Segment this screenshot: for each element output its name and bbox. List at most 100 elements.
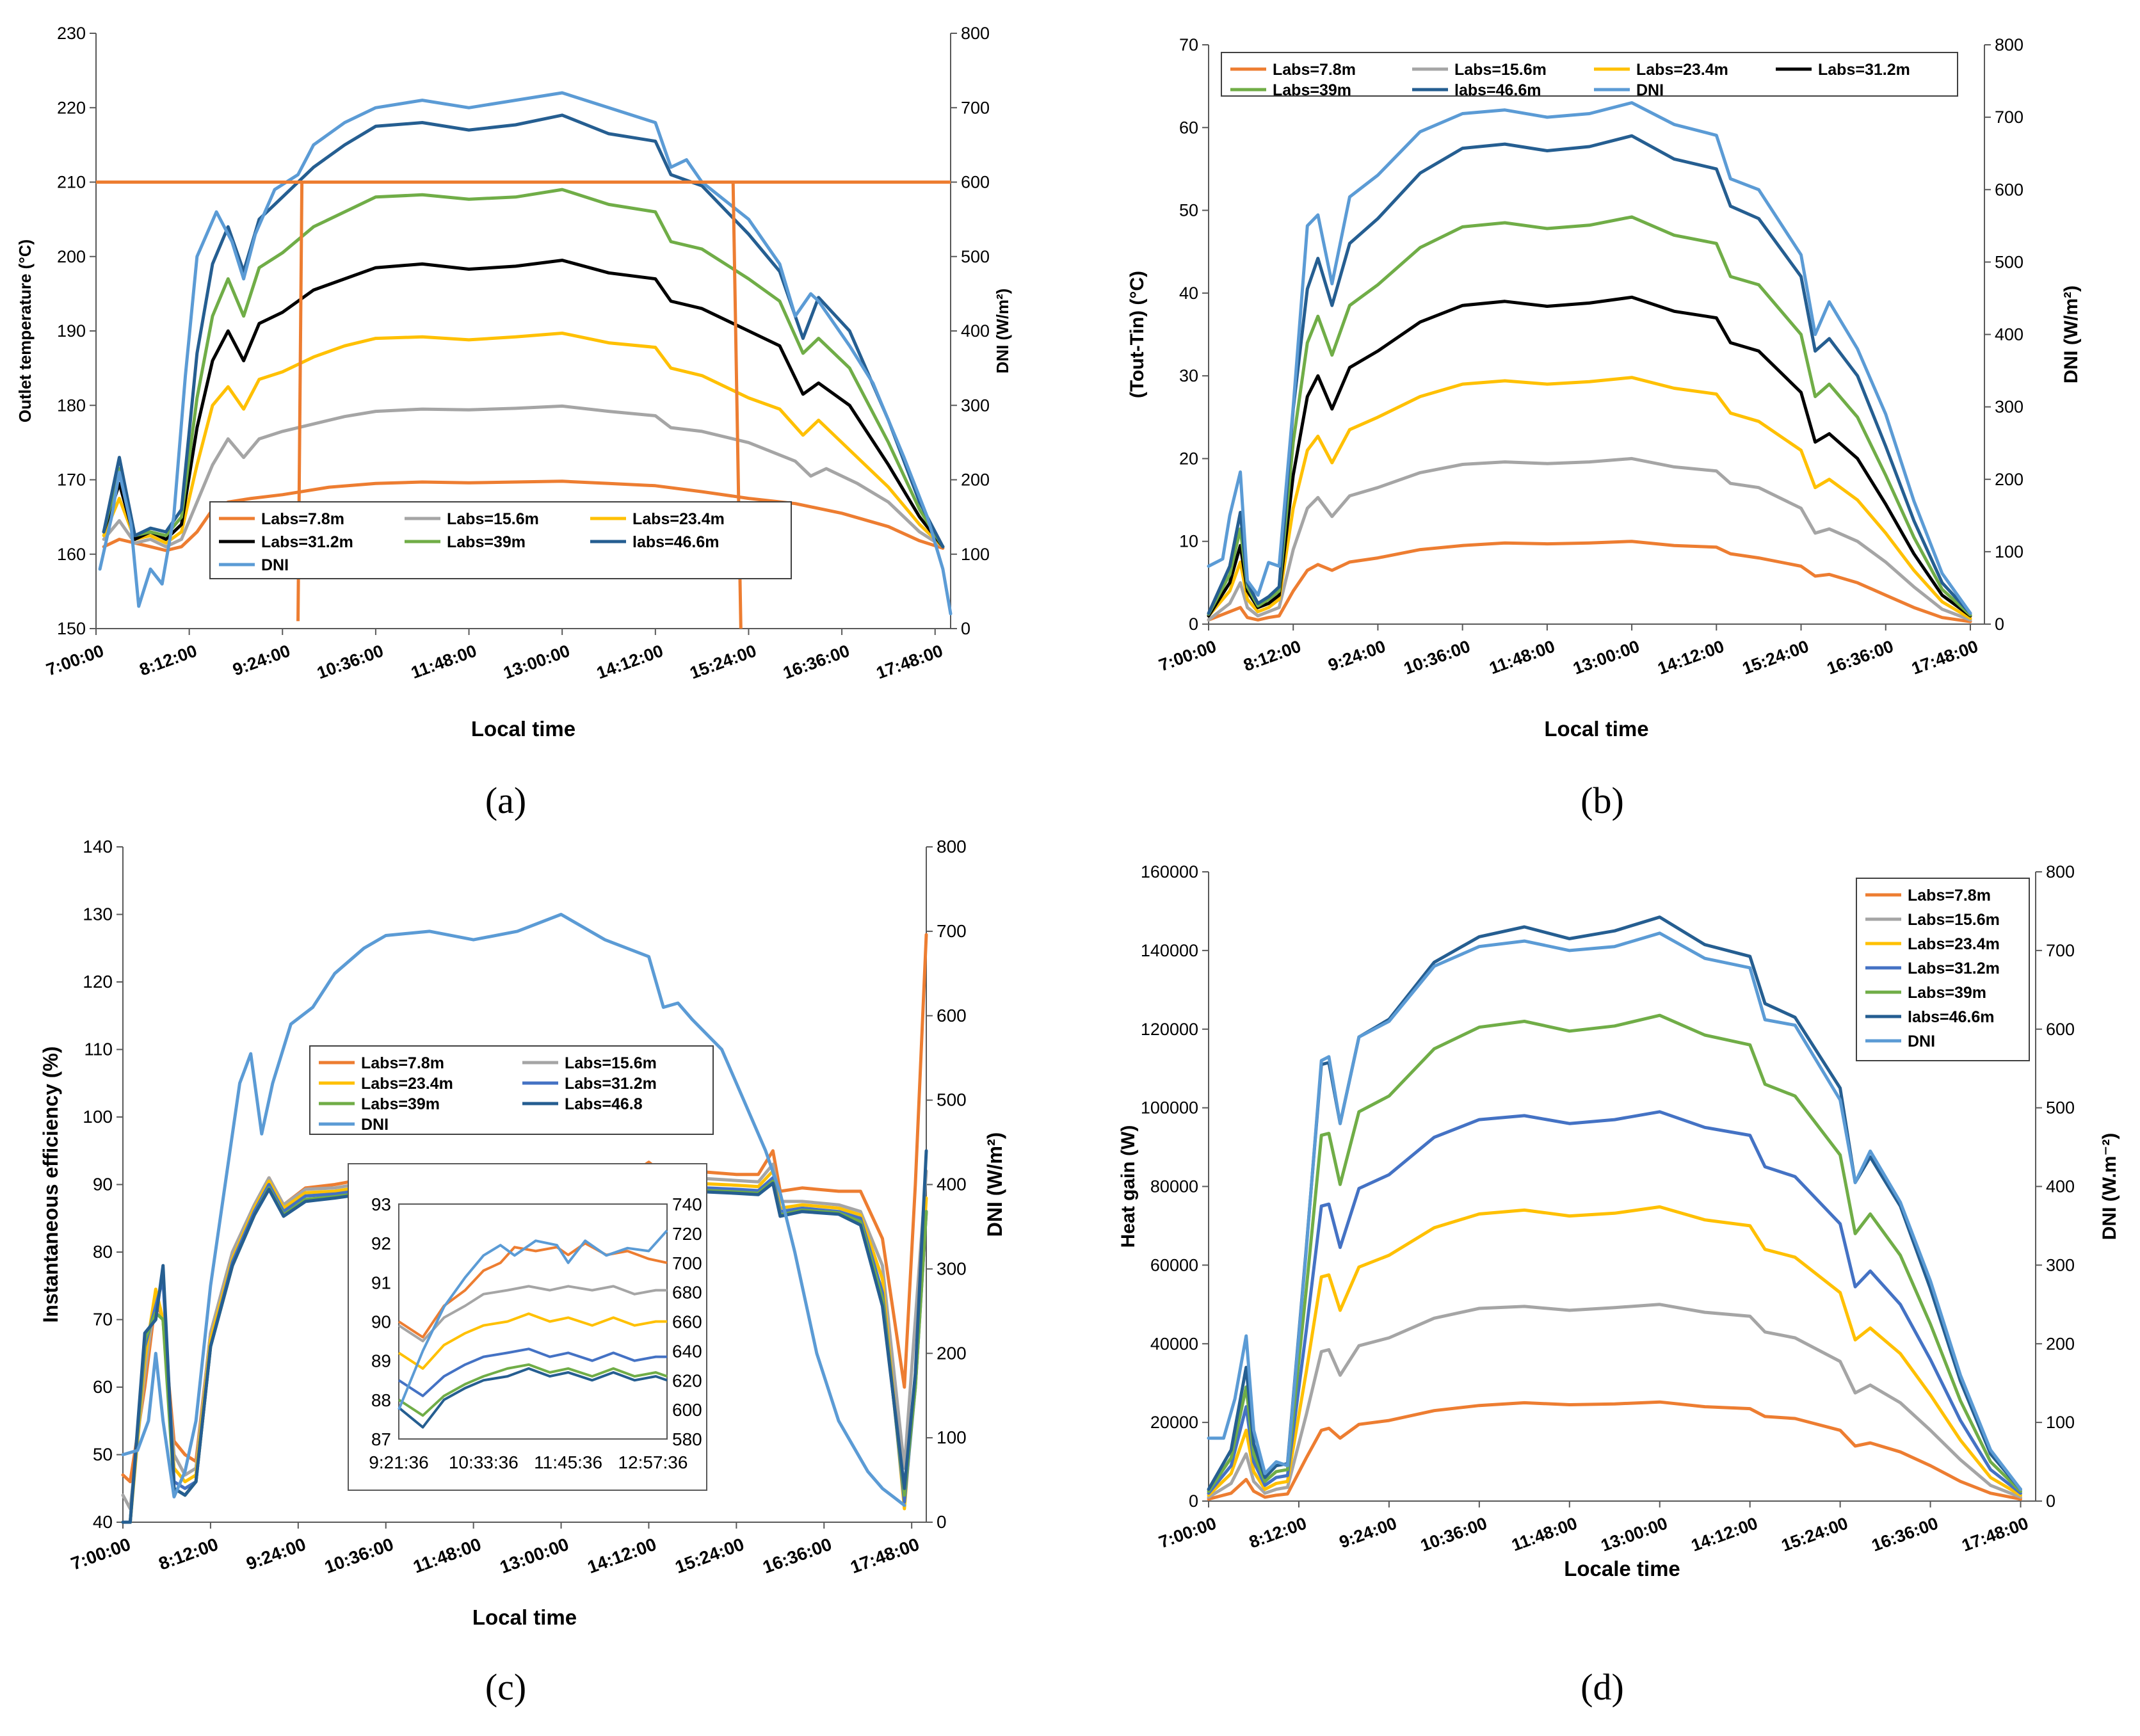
y-tick-label: 130 <box>83 904 113 924</box>
y2-tick-label: 100 <box>1995 542 2023 561</box>
x-tick-label: 8:12:00 <box>1246 1513 1309 1552</box>
y2-tick-label: 300 <box>1995 398 2023 417</box>
legend-label: Labs=31.2m <box>565 1075 657 1093</box>
y-tick-label: 190 <box>57 321 86 341</box>
series-line-labs-7-8m <box>1207 540 1972 623</box>
inset-y2-tick-label: 740 <box>672 1194 702 1214</box>
legend-label: Labs=31.2m <box>1908 960 2000 977</box>
legend-label: Labs=7.8m <box>361 1054 444 1072</box>
legend-label: Labs=31.2m <box>1818 61 1910 79</box>
x-tick-label: 10:36:00 <box>1401 636 1473 678</box>
y-tick-label: 150 <box>57 619 86 638</box>
x-tick-label: 11:48:00 <box>1486 636 1557 678</box>
legend-label: DNI <box>1908 1033 1935 1050</box>
inset-series-line-dni <box>398 1229 668 1410</box>
legend-label: Labs=39m <box>1273 81 1351 99</box>
x-tick-label: 17:48:00 <box>848 1534 922 1577</box>
legend: Labs=7.8m Labs=15.6m Labs=23.4m Labs=31.2m L… <box>1856 878 2030 1061</box>
inset-chart: 87 88 89 90 91 92 93 580 600 620 640 660 680 700 720 74… <box>348 1163 707 1491</box>
inset-y-tick-label: 89 <box>371 1351 391 1371</box>
y-tick-label: 50 <box>93 1445 113 1465</box>
y2-axis-title: DNI (W/m²) <box>2061 285 2082 383</box>
y2-tick-label: 400 <box>2046 1177 2075 1196</box>
panel-caption: (d) <box>1581 1666 1624 1708</box>
y2-axis-title: DNI (W/m²) <box>993 289 1012 374</box>
x-tick-label: 16:36:00 <box>780 641 852 682</box>
y-tick-label: 70 <box>93 1310 113 1330</box>
x-tick-label: 8:12:00 <box>156 1534 221 1574</box>
x-tick-label: 11:48:00 <box>1509 1513 1579 1555</box>
series-line-labs-15-6m <box>1207 456 1972 622</box>
inset-series-line-labs-23-4m <box>398 1312 667 1370</box>
legend-label: DNI <box>361 1116 389 1134</box>
y2-tick-label: 600 <box>1995 180 2023 199</box>
legend-label: Labs=31.2m <box>261 533 353 551</box>
inset-y2-tick-label: 600 <box>672 1400 702 1420</box>
x-tick-label: 13:00:00 <box>497 1534 572 1577</box>
y2-tick-label: 300 <box>937 1258 967 1278</box>
series-line-labs-46-6m <box>1207 915 2022 1491</box>
y2-tick-label: 100 <box>937 1427 967 1447</box>
x-tick-label: 13:00:00 <box>1570 636 1642 678</box>
series-line-labs-31-2m <box>1207 1110 2022 1495</box>
inset-series-line-labs-46-8 <box>398 1367 668 1429</box>
series-line-dni <box>98 91 953 616</box>
x-tick-label: 14:12:00 <box>1655 636 1727 678</box>
legend-label: Labs=39m <box>1908 984 1986 1002</box>
inset-y2-tick-label: 700 <box>672 1253 702 1273</box>
y2-tick-label: 500 <box>961 247 990 266</box>
y2-tick-label: 0 <box>1995 615 2004 634</box>
y2-tick-label: 200 <box>961 470 990 490</box>
y-tick-label: 40 <box>93 1512 113 1532</box>
y2-tick-label: 800 <box>1995 35 2023 54</box>
x-tick-label: 14:12:00 <box>1689 1513 1760 1555</box>
x-tick-label: 10:36:00 <box>1418 1513 1490 1555</box>
x-tick-label: 17:48:00 <box>874 641 945 682</box>
y2-tick-label: 600 <box>2046 1020 2075 1039</box>
x-tick-label: 11:48:00 <box>408 641 479 682</box>
x-tick-label: 9:24:00 <box>1326 636 1388 675</box>
x-tick-label: 7:00:00 <box>1156 636 1219 675</box>
legend-label: labs=46.6m <box>1454 81 1541 99</box>
series-line-dni <box>1207 931 2022 1491</box>
legend-label: Labs=15.6m <box>1908 911 2000 929</box>
x-tick-label: 7:00:00 <box>68 1534 133 1574</box>
y-tick-label: 0 <box>1189 1491 1198 1511</box>
y2-tick-label: 600 <box>961 173 990 192</box>
y-tick-label: 40000 <box>1150 1334 1198 1353</box>
y-axis-title: (Tout-Tin) (°C) <box>1127 271 1148 398</box>
y-tick-label: 120000 <box>1141 1020 1198 1039</box>
series-line-labs-39m <box>1207 215 1972 617</box>
inset-series-line-labs-31-2m <box>398 1347 667 1397</box>
inset-y-tick-label: 88 <box>371 1390 391 1410</box>
x-tick-label: 17:48:00 <box>1959 1513 2031 1555</box>
y-tick-label: 30 <box>1179 366 1198 385</box>
y-tick-label: 60 <box>93 1377 113 1397</box>
y-tick-label: 140000 <box>1141 941 1198 960</box>
x-tick-label: 13:00:00 <box>1598 1513 1670 1555</box>
y-axis-title: Heat gain (W) <box>1118 1125 1139 1248</box>
y-axis-title: Instantaneous efficiency (%) <box>39 1046 62 1322</box>
y2-tick-label: 500 <box>1995 252 2023 271</box>
legend-label: Labs=39m <box>447 533 526 551</box>
inset-y-tick-label: 93 <box>371 1194 391 1214</box>
chart-panel-c: 40 50 60 70 80 90 100 110 120 130 140 0 100 200 300 400… <box>39 837 1006 1708</box>
y2-tick-label: 600 <box>937 1006 967 1025</box>
y-tick-label: 120 <box>83 972 113 992</box>
x-tick-label: 14:12:00 <box>585 1534 659 1577</box>
x-axis-title: Locale time <box>1564 1557 1680 1580</box>
y2-tick-label: 100 <box>2046 1413 2075 1432</box>
series-line-labs-31-2m <box>1207 295 1972 618</box>
y2-tick-label: 500 <box>937 1090 967 1110</box>
inset-y2-tick-label: 620 <box>672 1370 702 1390</box>
y2-axis-title: DNI (W/m²) <box>983 1132 1006 1237</box>
y-tick-label: 100 <box>83 1107 113 1127</box>
x-tick-label: 8:12:00 <box>137 641 200 679</box>
y-tick-label: 100000 <box>1141 1098 1198 1118</box>
y2-tick-label: 0 <box>937 1512 947 1532</box>
y-tick-label: 60000 <box>1150 1255 1198 1274</box>
y2-tick-label: 800 <box>961 24 990 43</box>
y-tick-label: 110 <box>84 1040 113 1059</box>
y-tick-label: 210 <box>57 173 86 192</box>
series-line-labs-15-6m <box>1207 1303 2022 1499</box>
